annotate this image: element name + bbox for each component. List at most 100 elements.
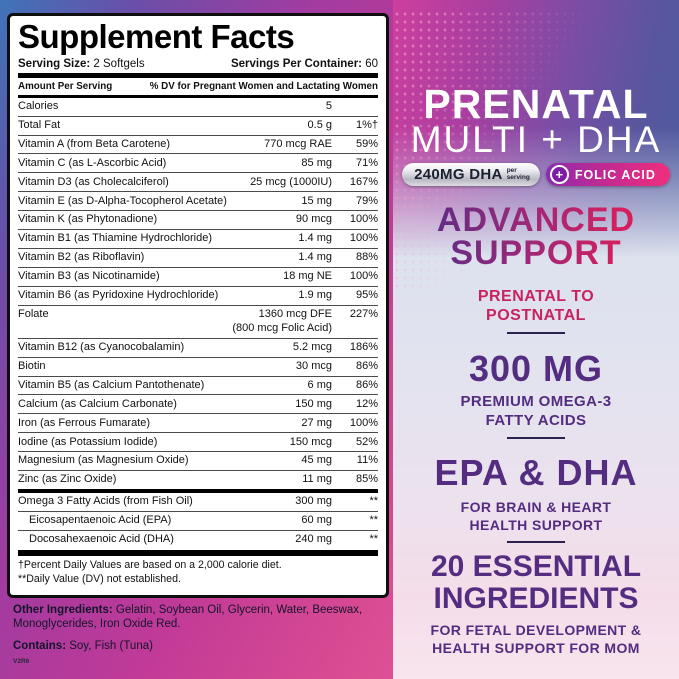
nutrient-name: Vitamin A (from Beta Carotene) — [18, 137, 171, 150]
nutrient-name: Vitamin B3 (as Nicotinamide) — [18, 270, 160, 283]
nutrient-dv: 227% — [349, 308, 378, 321]
nutrient-name: Vitamin B12 (as Cyanocobalamin) — [18, 340, 185, 353]
thick-divider-bar — [18, 72, 378, 78]
nutrient-dv: 85% — [355, 473, 378, 486]
halftone-dots-pattern — [393, 10, 593, 290]
serving-size-value: 2 Softgels — [93, 57, 145, 70]
nutrient-dv: 186% — [349, 340, 378, 353]
divider — [507, 437, 565, 439]
nutrient-amount: 1360 mcg DFE (800 mcg Folic Acid) — [232, 308, 332, 334]
dv-column-header: % DV for Pregnant Women and Lactating Wo… — [149, 80, 378, 92]
nutrient-amount: 5.2 mcg — [292, 340, 332, 353]
table-row: Vitamin E (as D-Alpha-Tocopherol Acetate… — [18, 191, 378, 210]
nutrient-amount: 1.4 mg — [298, 251, 332, 264]
nutrient-name: Vitamin B2 (as Riboflavin) — [18, 251, 145, 264]
nutrient-dv: ** — [369, 533, 378, 546]
folic-acid-badge: + FOLIC ACID — [545, 163, 670, 186]
divider — [507, 541, 565, 543]
brain-heart-subheading: FOR BRAIN & HEART HEALTH SUPPORT — [460, 499, 612, 533]
nutrient-dv: 86% — [355, 359, 378, 372]
nutrient-dv: 100% — [349, 270, 378, 283]
nutrient-name: Vitamin D3 (as Cholecalciferol) — [18, 175, 169, 188]
other-ingredients-label: Other Ingredients: — [13, 604, 113, 616]
nutrient-amount: 18 mg NE — [283, 270, 332, 283]
contains-label: Contains: — [13, 640, 67, 653]
nutrient-dv: 100% — [349, 213, 378, 226]
dha-badge-label: 240MG DHA — [414, 166, 503, 183]
supplement-facts-panel: Supplement Facts Serving Size: 2 Softgel… — [7, 13, 389, 598]
nutrient-dv: ** — [369, 495, 378, 508]
nutrient-name: Eicosapentaenoic Acid (EPA) — [29, 514, 172, 527]
table-row: Eicosapentaenoic Acid (EPA) 60 mg ** — [18, 511, 378, 530]
nutrient-name: Biotin — [18, 359, 46, 372]
nutrient-name: Calories — [18, 99, 59, 112]
table-row: Vitamin B5 (as Calcium Pantothenate) 6 m… — [18, 375, 378, 395]
nutrient-dv: 100% — [349, 232, 378, 245]
nutrient-amount: 150 mcg — [289, 435, 332, 448]
panel-title: Supplement Facts — [18, 18, 295, 55]
nutrient-amount: 30 mcg — [295, 359, 332, 372]
folic-acid-badge-label: FOLIC ACID — [574, 167, 656, 182]
nutrient-name: Iodine (as Potassium Iodide) — [18, 435, 158, 448]
table-row: Vitamin K (as Phytonadione) 90 mcg 100% — [18, 210, 378, 229]
nutrient-name: Magnesium (as Magnesium Oxide) — [18, 454, 189, 467]
nutrient-name: Total Fat — [18, 118, 61, 131]
nutrient-dv: 167% — [349, 175, 378, 188]
table-row: Vitamin B2 (as Riboflavin) 1.4 mg 88% — [18, 248, 378, 267]
table-row: Vitamin B6 (as Pyridoxine Hydrochloride)… — [18, 286, 378, 305]
marketing-panel: PRENATAL MULTI + DHA 240MG DHA per servi… — [393, 0, 679, 679]
version-code: V2R6 — [13, 658, 30, 666]
dha-badge: 240MG DHA per serving — [402, 163, 540, 186]
nutrient-dv: 86% — [355, 378, 378, 391]
table-row: Folate 1360 mcg DFE (800 mcg Folic Acid) … — [18, 304, 378, 338]
nutrient-amount: 5 — [325, 99, 332, 112]
nutrient-amount: 0.5 g — [307, 118, 332, 131]
table-row: Vitamin D3 (as Cholecalciferol) 25 mcg (… — [18, 172, 378, 191]
nutrient-dv: 1%† — [355, 118, 378, 131]
nutrient-name: Zinc (as Zinc Oxide) — [18, 473, 117, 486]
nutrient-amount: 85 mg — [301, 156, 332, 169]
serving-size-label: Serving Size: — [18, 57, 91, 70]
nutrient-dv: 79% — [355, 194, 378, 207]
nutrient-amount: 770 mcg RAE — [264, 137, 332, 150]
nutrient-dv: 100% — [349, 416, 378, 429]
divider — [507, 332, 565, 334]
product-title-line1: PRENATAL — [423, 81, 649, 127]
table-row: Zinc (as Zinc Oxide) 11 mg 85% — [18, 470, 378, 489]
nutrient-amount: 6 mg — [307, 378, 332, 391]
nutrient-dv: 95% — [355, 289, 378, 302]
nutrient-amount: 1.9 mg — [298, 289, 332, 302]
table-row: Vitamin B3 (as Nicotinamide) 18 mg NE 10… — [18, 267, 378, 286]
table-row: Docosahexaenoic Acid (DHA) 240 mg ** — [18, 530, 378, 549]
thick-divider-bar — [18, 94, 378, 98]
dha-badge-sublabel: per serving — [506, 166, 530, 181]
nutrient-amount-line2: (800 mcg Folic Acid) — [232, 321, 332, 334]
nutrient-name: Vitamin B5 (as Calcium Pantothenate) — [18, 378, 205, 391]
nutrient-amount: 27 mg — [301, 416, 332, 429]
nutrient-dv: 11% — [356, 454, 378, 467]
badge-row: 240MG DHA per serving + FOLIC ACID — [393, 163, 679, 186]
advanced-support-heading: ADVANCED SUPPORT — [393, 204, 679, 270]
servings-per-container-value: 60 — [365, 57, 378, 70]
nutrient-amount: 45 mg — [301, 454, 332, 467]
nutrient-name: Vitamin B1 (as Thiamine Hydrochloride) — [18, 232, 213, 245]
table-row: Omega 3 Fatty Acids (from Fish Oil) 300 … — [18, 493, 378, 511]
300mg-heading: 300 MG — [468, 348, 604, 389]
footnote-dv: †Percent Daily Values are based on a 2,0… — [18, 558, 282, 571]
nutrient-dv: 52% — [355, 435, 378, 448]
table-row: Biotin 30 mcg 86% — [18, 356, 378, 376]
nutrient-amount: 60 mg — [301, 514, 332, 527]
nutrient-name: Folate — [18, 308, 49, 321]
table-row: Vitamin B12 (as Cyanocobalamin) 5.2 mcg … — [18, 337, 378, 357]
nutrient-name: Omega 3 Fatty Acids (from Fish Oil) — [18, 495, 193, 508]
nutrient-dv: 12% — [355, 397, 378, 410]
table-row: Iron (as Ferrous Fumarate) 27 mg 100% — [18, 413, 378, 432]
nutrient-amount: 150 mg — [295, 397, 332, 410]
fetal-development-subheading: FOR FETAL DEVELOPMENT & HEALTH SUPPORT F… — [430, 622, 642, 656]
omega3-subheading: PREMIUM OMEGA-3 FATTY ACIDS — [460, 393, 612, 430]
nutrient-name: Vitamin E (as D-Alpha-Tocopherol Acetate… — [18, 194, 227, 207]
table-row: Magnesium (as Magnesium Oxide) 45 mg 11% — [18, 451, 378, 470]
nutrient-name: Iron (as Ferrous Fumarate) — [18, 416, 151, 429]
prenatal-postnatal-subheading: PRENATAL TO POSTNATAL — [477, 288, 595, 324]
table-row: Vitamin B1 (as Thiamine Hydrochloride) 1… — [18, 229, 378, 248]
